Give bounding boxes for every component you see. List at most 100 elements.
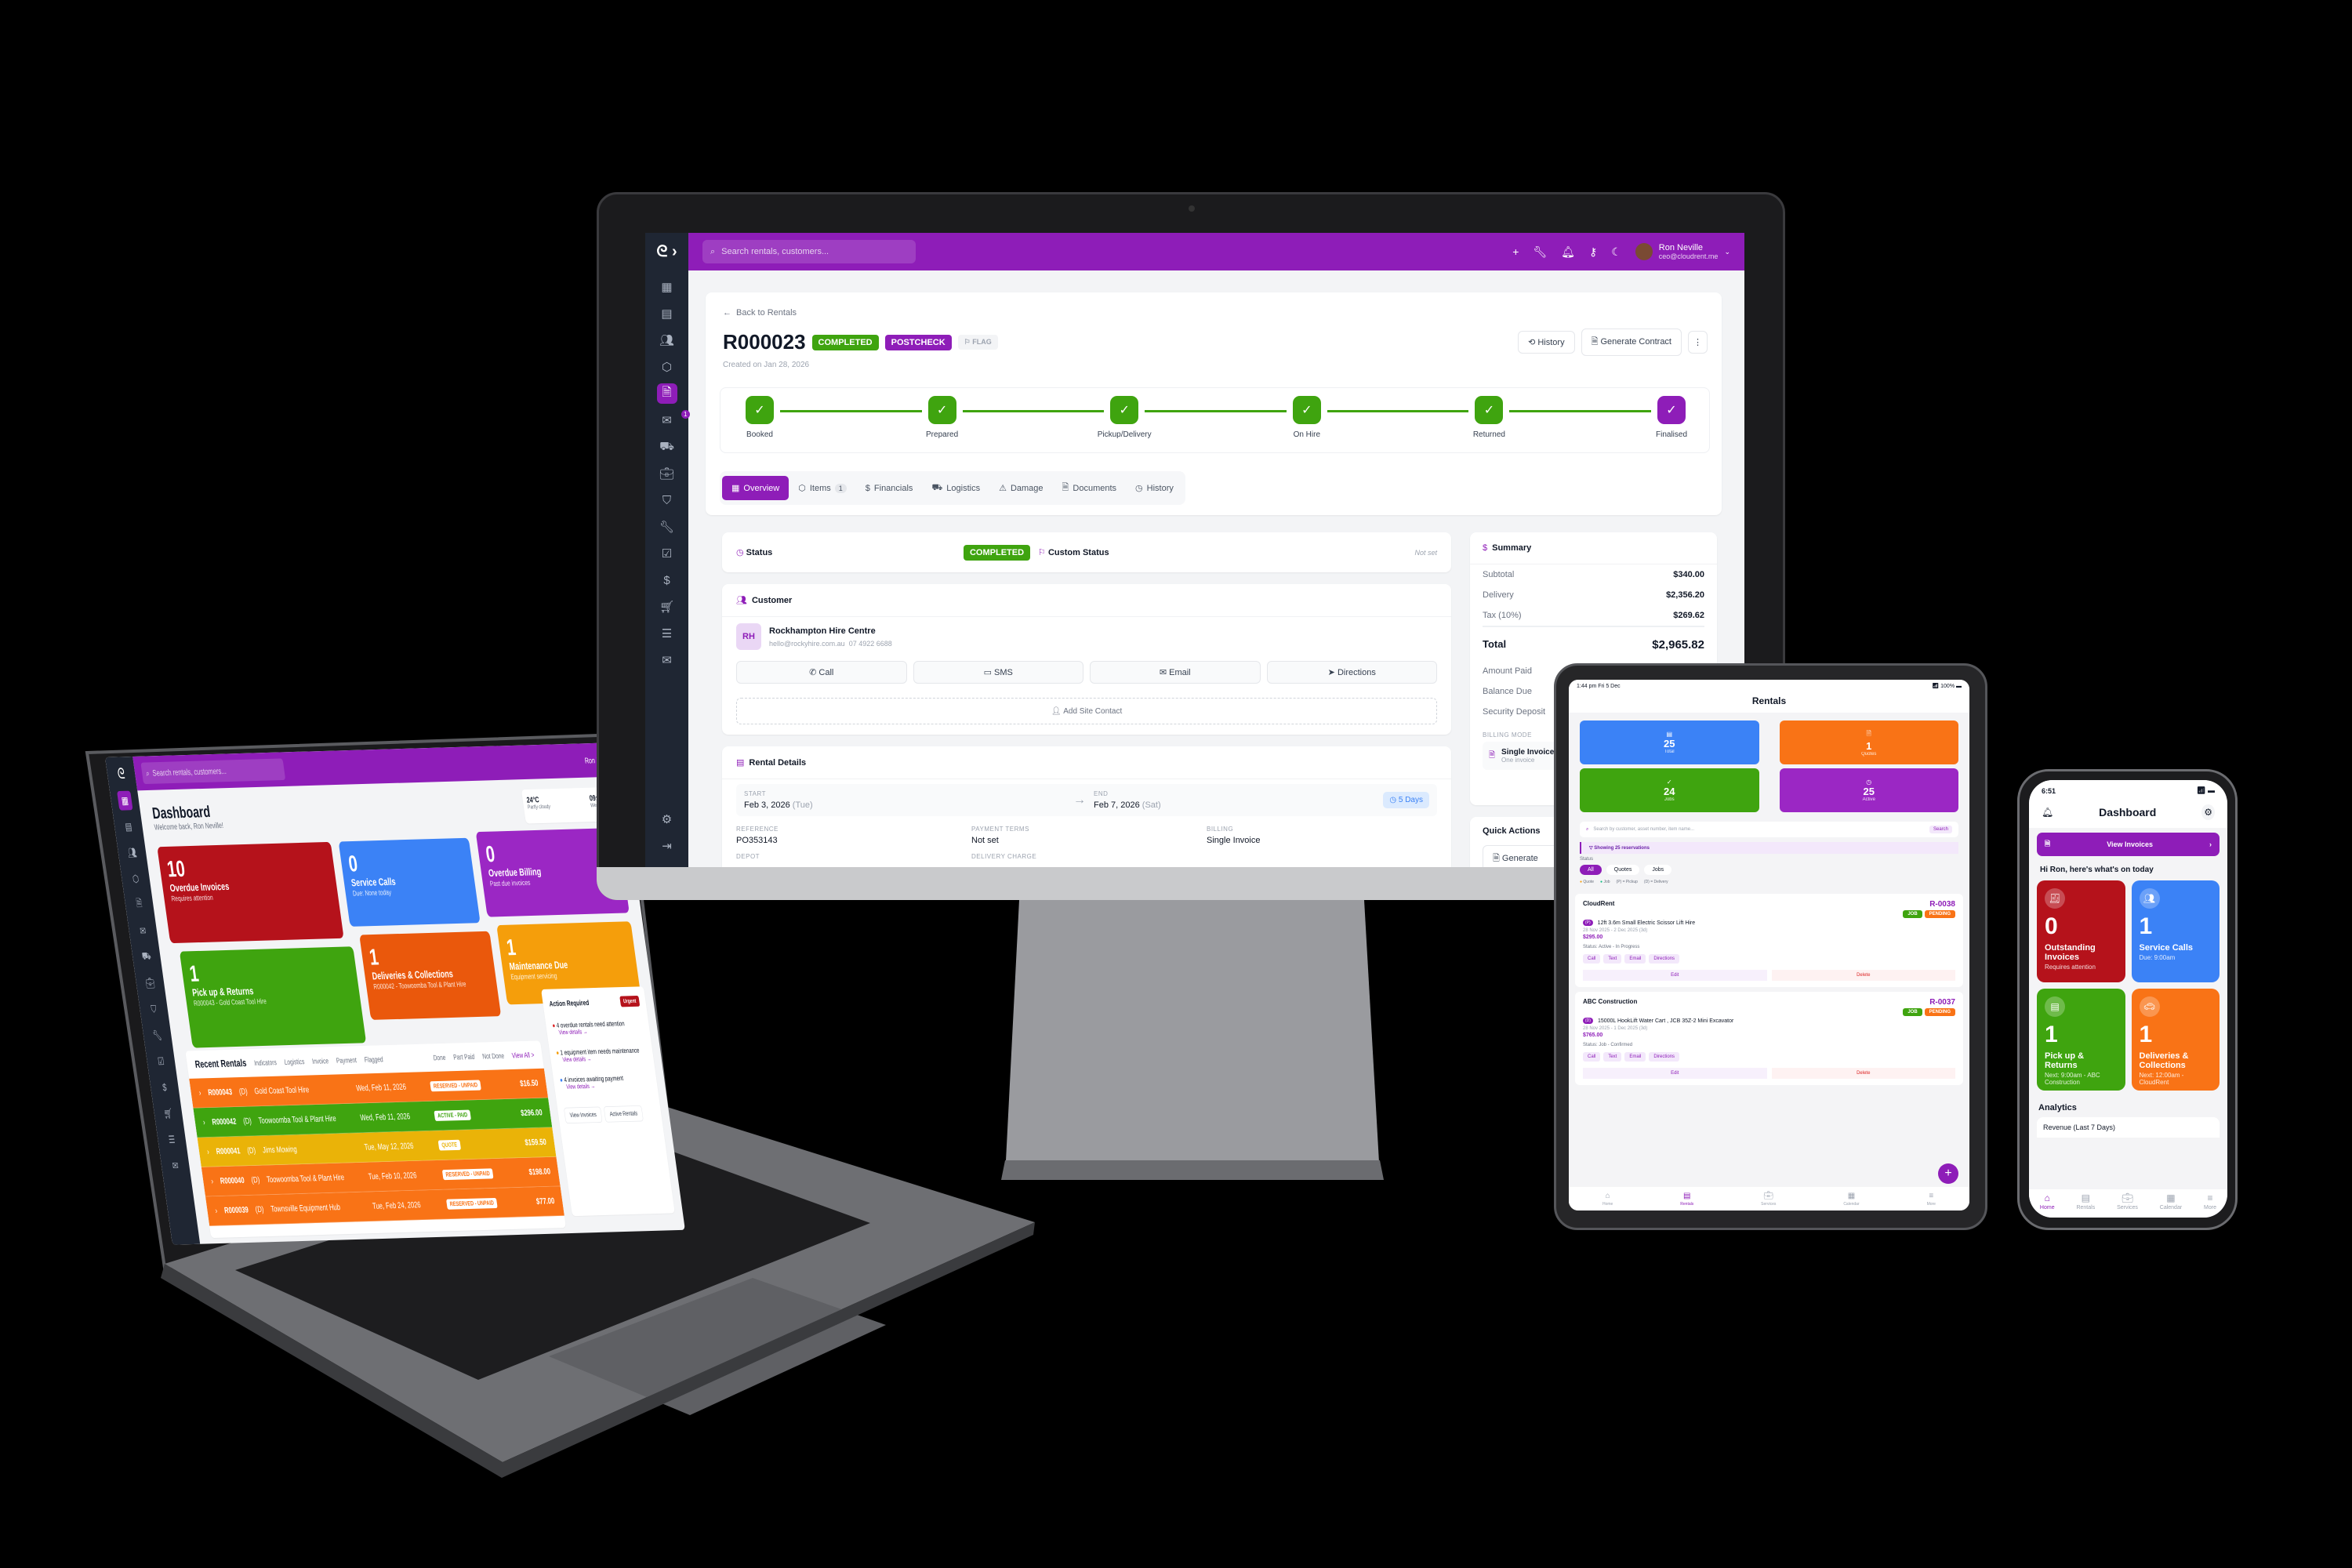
tablet-search-button[interactable]: Search <box>1929 826 1952 833</box>
text-button[interactable]: Text <box>1603 1052 1622 1062</box>
nav-rentals[interactable]: ▤ Rentals <box>1680 1191 1694 1207</box>
delete-button[interactable]: Delete <box>1771 1068 1955 1079</box>
mail-icon[interactable]: ✉ <box>662 654 672 667</box>
shield-icon[interactable]: ⛉ <box>150 1003 158 1015</box>
dollar-icon[interactable]: $ <box>663 573 670 587</box>
rental-card[interactable]: ABC Construction R-0037 JOB PENDING (D) 15000… <box>1575 992 1963 1085</box>
inbox-icon[interactable]: ✉ <box>139 924 147 937</box>
status-value-badge[interactable]: COMPLETED <box>963 544 1031 561</box>
document-icon[interactable]: 🗎︎ <box>135 897 143 909</box>
bell-icon[interactable]: 🔔︎ <box>2042 807 2054 818</box>
call-button[interactable]: Call <box>1583 954 1601 964</box>
bell-icon[interactable]: 🔔︎ <box>1561 245 1575 258</box>
key-icon[interactable]: ⚷ <box>1588 245 1598 258</box>
cart-icon[interactable]: 🛒︎ <box>162 1107 174 1120</box>
nav-services[interactable]: 💼︎ Services <box>1761 1191 1777 1207</box>
view-all-link[interactable]: View All > <box>511 1050 535 1060</box>
nav-calendar[interactable]: ▦ Calendar <box>1843 1191 1860 1207</box>
dashboard-card-1[interactable]: 0 Service Calls Due: None today <box>338 837 481 927</box>
history-button[interactable]: ⟲ History <box>1518 331 1575 354</box>
briefcase-icon[interactable]: 💼︎ <box>144 977 156 989</box>
action-item[interactable]: ● 4 invoices awaiting payment View detail… <box>559 1074 624 1091</box>
call-button[interactable]: Call <box>1583 1052 1601 1062</box>
sms-button[interactable]: ▭ SMS <box>913 661 1083 684</box>
edit-button[interactable]: Edit <box>1583 1068 1767 1079</box>
action-item[interactable]: ● 4 overdue rentals need attention View d… <box>551 1019 626 1036</box>
logout-icon[interactable]: ⇥ <box>662 840 672 853</box>
generate-contract-button[interactable]: 🗎︎ Generate Contract <box>1581 328 1682 356</box>
box-icon[interactable]: ⬡ <box>661 361 673 374</box>
dashboard-card-3[interactable]: 1 Pick up & Returns R000043 - Gold Coast T… <box>179 946 367 1048</box>
add-rental-fab[interactable]: + <box>1938 1163 1958 1184</box>
stat-card-jobs[interactable]: ✓ 24 Jobs <box>1580 768 1759 812</box>
view-invoices-banner[interactable]: 🗎︎ View Invoices › <box>2037 833 2220 856</box>
nav-home[interactable]: ⌂ Home <box>1602 1191 1613 1207</box>
text-button[interactable]: Text <box>1603 954 1622 964</box>
tab-financials[interactable]: $ Financials <box>865 483 913 493</box>
nav-calendar[interactable]: ▦ Calendar <box>2159 1192 2183 1210</box>
plus-icon[interactable]: + <box>1512 245 1519 258</box>
filter-jobs[interactable]: Jobs <box>1644 865 1672 875</box>
dashboard-card-4[interactable]: 1 Deliveries & Collections R000042 - Toowo… <box>359 931 502 1020</box>
user-menu[interactable]: Ron Neville ceo@cloudrent.me ⌄ <box>1635 243 1730 260</box>
search-input[interactable]: ⌕ Search rentals, customers... <box>702 240 916 263</box>
wrench-icon[interactable]: 🔧︎ <box>151 1029 163 1041</box>
directions-button[interactable]: Directions <box>1649 1052 1680 1062</box>
stat-card-quotes[interactable]: 🗎︎ 1 Quotes <box>1779 720 1958 764</box>
nav-home[interactable]: ⌂ Home <box>2039 1192 2055 1210</box>
rental-card[interactable]: CloudRent R-0038 JOB PENDING (P) 12ft 3.6m Sm… <box>1575 894 1963 987</box>
app-logo[interactable]: ᘓ › <box>656 242 677 260</box>
directions-button[interactable]: Directions <box>1649 954 1680 964</box>
tab-overview[interactable]: ▦ Overview <box>722 476 789 500</box>
email-button[interactable]: ✉ Email <box>1090 661 1261 684</box>
revenue-chart-card[interactable]: Revenue (Last 7 Days) <box>2037 1117 2220 1138</box>
document-icon[interactable]: 🗎︎ <box>656 383 677 404</box>
action-item[interactable]: ● 1 equipment item needs maintenance View… <box>555 1046 641 1064</box>
moon-icon[interactable]: ☾ <box>1611 245 1621 258</box>
settings-icon[interactable]: ⚙ <box>2201 804 2215 820</box>
briefcase-icon[interactable]: 💼︎ <box>659 467 675 481</box>
stat-card-total[interactable]: ▤ 25 Total <box>1580 720 1759 764</box>
customer-name[interactable]: Rockhampton Hire Centre <box>769 626 876 636</box>
edit-button[interactable]: Edit <box>1583 970 1767 981</box>
inbox-icon[interactable]: ✉ 1 <box>657 410 690 430</box>
users-icon[interactable]: 👥︎ <box>126 846 138 858</box>
call-button[interactable]: ✆ Call <box>736 661 907 684</box>
grid-icon[interactable]: ▦ <box>661 281 673 294</box>
settings-icon[interactable]: ⚙ <box>661 813 673 826</box>
wrench-icon[interactable]: 🔧︎ <box>1533 245 1548 258</box>
dashboard-card-0[interactable]: 10 Overdue Invoices Requires attention <box>157 841 344 944</box>
calendar-icon[interactable]: ▤ <box>661 307 673 321</box>
truck-icon[interactable]: ⛟ <box>659 439 674 453</box>
box-icon[interactable]: ⬡ <box>132 873 140 884</box>
directions-button[interactable]: ➤ Directions <box>1266 661 1437 684</box>
clipboard-list-icon[interactable]: ☰ <box>661 627 673 641</box>
app-logo[interactable]: ᘓ <box>116 764 126 782</box>
clipboard-check-icon[interactable]: ☑ <box>157 1055 165 1067</box>
add-site-contact-button[interactable]: 👤︎ Add Site Contact <box>736 698 1437 724</box>
summary-card-0[interactable]: 🧾︎ 0 Outstanding Invoices Requires attentio… <box>2037 880 2125 982</box>
tab-items[interactable]: ⬡ Items 1 <box>789 476 856 500</box>
calendar-icon[interactable]: ▤ <box>124 820 133 833</box>
tab-history[interactable]: ◷ History <box>1135 483 1174 494</box>
active-rentals-button[interactable]: Active Rentals <box>603 1105 644 1123</box>
nav-services[interactable]: 💼︎ Services <box>2117 1192 2138 1210</box>
email-button[interactable]: Email <box>1624 954 1646 964</box>
wrench-icon[interactable]: 🔧︎ <box>659 521 675 534</box>
flag-button[interactable]: ⚐ FLAG <box>957 335 998 350</box>
tab-documents[interactable]: 🗎︎ Documents <box>1053 474 1127 503</box>
summary-card-2[interactable]: ▤ 1 Pick up & Returns Next: 9:00am - ABC Co… <box>2037 989 2125 1091</box>
summary-card-3[interactable]: 🚗︎ 1 Deliveries & Collections Next: 12:00am… <box>2131 989 2220 1091</box>
mail-icon[interactable]: ✉ <box>171 1160 180 1171</box>
back-to-rentals-link[interactable]: ← Back to Rentals <box>723 308 797 318</box>
users-icon[interactable]: 👥︎ <box>659 334 675 347</box>
more-options-button[interactable]: ⋮ <box>1688 331 1708 354</box>
clipboard-list-icon[interactable]: ☰ <box>167 1133 176 1145</box>
email-button[interactable]: Email <box>1624 1052 1646 1062</box>
laptop-search-input[interactable]: ⌕ Search rentals, customers... <box>140 758 286 785</box>
dollar-icon[interactable]: $ <box>162 1081 168 1093</box>
nav-more[interactable]: ≡ More <box>1926 1191 1936 1207</box>
delete-button[interactable]: Delete <box>1771 970 1955 981</box>
shield-icon[interactable]: ⛉ <box>662 493 672 507</box>
nav-more[interactable]: ≡ More <box>2204 1192 2216 1210</box>
